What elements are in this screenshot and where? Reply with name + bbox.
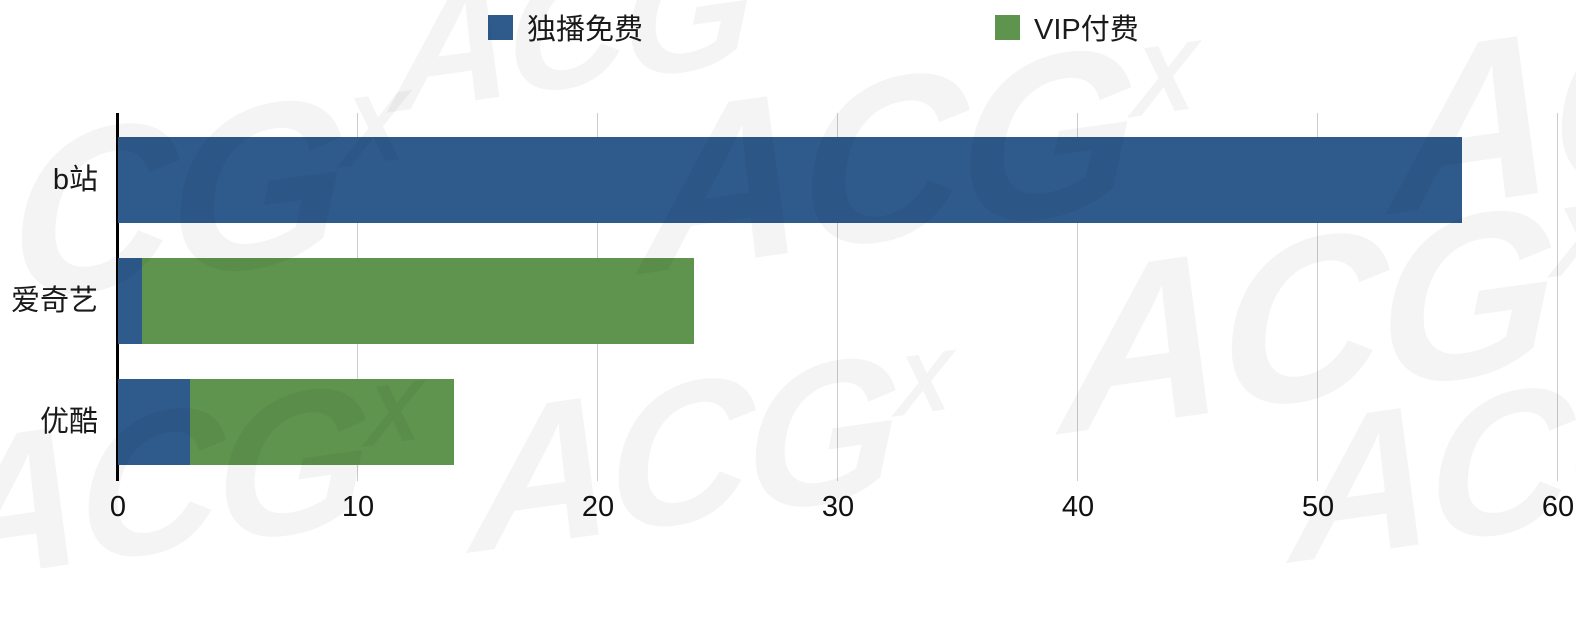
x-tick-label: 30 xyxy=(821,491,855,523)
legend-label: 独播免费 xyxy=(527,14,644,46)
bar-segment-series-0 xyxy=(118,137,1462,223)
acg-watermark-sup: X xyxy=(1131,21,1199,139)
legend-item: 独播免费 xyxy=(488,6,643,48)
bar-segment-series-0 xyxy=(118,379,190,465)
legend-swatch-icon xyxy=(995,14,1020,40)
x-tick-label: 0 xyxy=(109,491,127,523)
acg-watermark-sup: X xyxy=(1551,181,1576,299)
category-label: 爱奇艺 xyxy=(10,285,98,317)
acg-watermark-text: ACG xyxy=(1388,0,1576,264)
acg-watermark-text: ACG xyxy=(1288,321,1576,607)
legend-swatch-icon xyxy=(488,14,513,40)
gridline xyxy=(837,113,838,481)
gridline xyxy=(1317,113,1318,481)
acg-watermark: ACGX xyxy=(1288,321,1576,607)
acg-watermark: ACGX xyxy=(468,311,954,597)
bar-segment-series-1 xyxy=(190,379,454,465)
x-tick-label: 10 xyxy=(341,491,375,523)
x-tick-label: 40 xyxy=(1061,491,1095,523)
acg-watermark-sup: X xyxy=(748,0,798,13)
y-axis-line xyxy=(116,113,119,481)
acg-watermark-text: ACG xyxy=(468,311,898,597)
x-tick-label: 50 xyxy=(1301,491,1335,523)
category-label: b站 xyxy=(52,164,98,196)
bar-segment-series-1 xyxy=(142,258,694,344)
gridline xyxy=(1557,113,1558,481)
x-tick-label: 20 xyxy=(581,491,615,523)
bar-segment-series-0 xyxy=(118,258,142,344)
gridline xyxy=(1077,113,1078,481)
legend-item: VIP付费 xyxy=(995,6,1139,48)
acg-watermark-sup: X xyxy=(894,332,953,435)
legend-label: VIP付费 xyxy=(1034,14,1139,46)
x-tick-label: 60 xyxy=(1541,491,1575,523)
category-label: 优酷 xyxy=(39,406,98,438)
